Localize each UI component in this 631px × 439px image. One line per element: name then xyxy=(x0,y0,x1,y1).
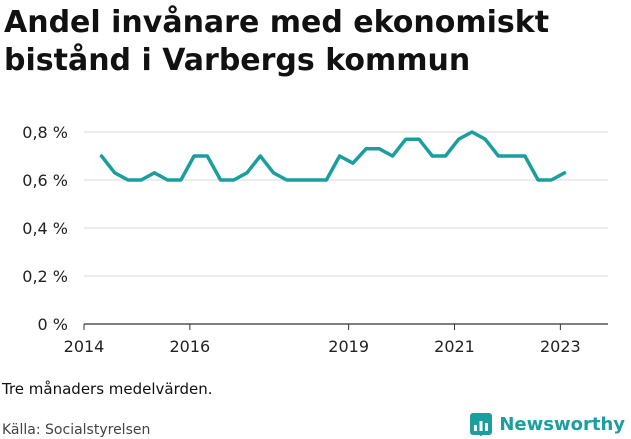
brand-name: Newsworthy xyxy=(499,413,625,435)
data-point xyxy=(206,154,209,158)
data-point xyxy=(497,154,500,158)
y-axis-tick-labels: 0 % 0,2 % 0,4 % 0,6 % 0,8 % xyxy=(22,123,68,334)
data-point xyxy=(510,154,513,158)
data-point xyxy=(298,178,302,182)
data-point xyxy=(378,147,381,150)
y-tick-label: 0,8 % xyxy=(22,123,68,142)
series-line xyxy=(99,130,567,182)
data-point xyxy=(139,178,143,182)
chart-title: Andel invånare med ekonomiskt bistånd i … xyxy=(4,5,550,78)
data-point xyxy=(245,171,249,174)
data-point xyxy=(431,154,434,158)
data-point xyxy=(484,138,487,141)
x-tick-label: 2019 xyxy=(328,337,369,356)
data-point xyxy=(391,154,394,158)
x-tick-label: 2014 xyxy=(64,337,105,356)
data-point xyxy=(272,171,275,174)
data-point xyxy=(404,138,408,141)
data-point xyxy=(285,178,288,182)
data-point xyxy=(232,178,235,182)
data-point xyxy=(457,138,460,141)
data-point xyxy=(563,171,566,174)
data-point xyxy=(192,154,196,158)
data-point xyxy=(550,178,553,182)
data-point xyxy=(417,138,421,141)
data-point xyxy=(113,171,116,174)
x-axis: 2014 2016 2019 2021 2023 xyxy=(64,324,581,356)
x-tick-label: 2021 xyxy=(434,337,475,356)
data-point xyxy=(325,178,328,182)
data-point xyxy=(338,154,341,158)
brand-logo: Newsworthy xyxy=(469,409,625,439)
source-credit: Källa: Socialstyrelsen xyxy=(2,422,151,438)
data-point xyxy=(126,178,130,182)
y-tick-label: 0 % xyxy=(38,315,68,334)
data-point xyxy=(536,178,540,182)
chart-note: Tre månaders medelvärden. xyxy=(2,380,213,398)
y-tick-label: 0,4 % xyxy=(22,219,68,238)
y-tick-label: 0,6 % xyxy=(22,171,68,190)
data-point xyxy=(179,178,183,182)
data-point xyxy=(219,178,222,182)
data-point xyxy=(100,154,103,158)
bar-chart-logo-icon xyxy=(470,413,493,436)
data-point xyxy=(470,130,474,134)
data-point xyxy=(523,154,527,158)
data-point xyxy=(259,154,262,158)
y-tick-label: 0,2 % xyxy=(22,267,68,286)
data-point xyxy=(364,147,368,150)
x-tick-label: 2016 xyxy=(169,337,210,356)
data-point xyxy=(166,178,169,182)
data-point xyxy=(153,171,156,174)
data-point xyxy=(311,178,315,182)
data-point xyxy=(444,154,447,158)
x-tick-label: 2023 xyxy=(540,337,581,356)
data-point xyxy=(351,162,355,165)
series-layer xyxy=(99,130,567,182)
